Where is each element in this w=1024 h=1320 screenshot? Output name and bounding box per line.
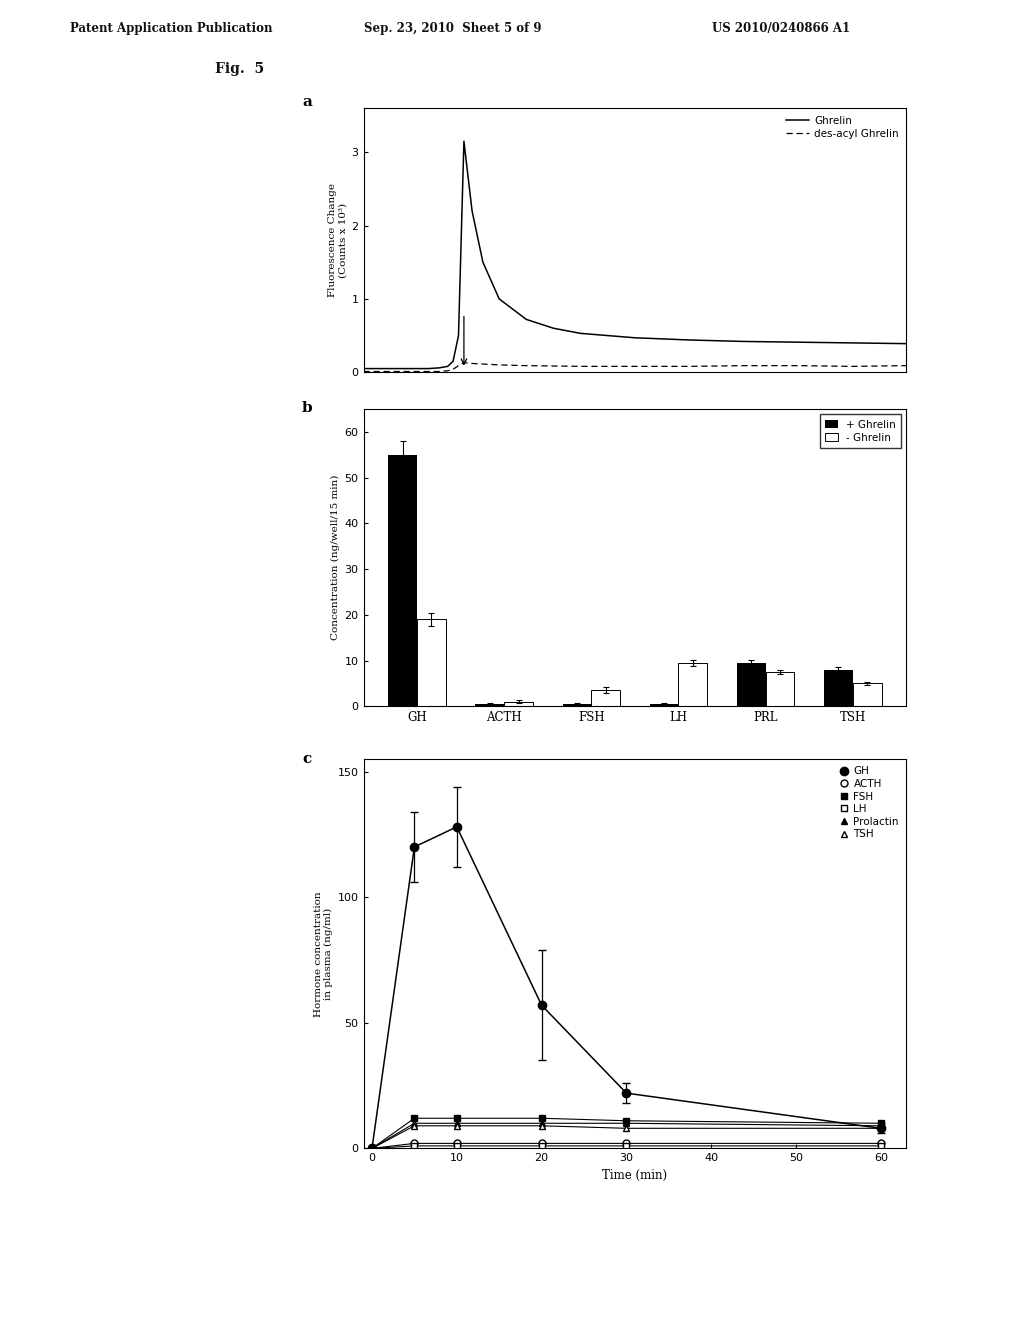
TSH bbox=[536, 1118, 548, 1134]
Text: US 2010/0240866 A1: US 2010/0240866 A1 bbox=[712, 22, 850, 36]
Line: Prolactin: Prolactin bbox=[369, 1119, 885, 1152]
Prolactin bbox=[451, 1115, 463, 1131]
Text: Sep. 23, 2010  Sheet 5 of 9: Sep. 23, 2010 Sheet 5 of 9 bbox=[364, 22, 541, 36]
LH bbox=[366, 1140, 378, 1156]
Y-axis label: Concentration (ng/well/15 min): Concentration (ng/well/15 min) bbox=[331, 475, 340, 640]
TSH bbox=[874, 1121, 887, 1137]
Bar bbox=[562, 704, 591, 706]
TSH bbox=[451, 1118, 463, 1134]
FSH bbox=[409, 1110, 421, 1126]
LH bbox=[536, 1138, 548, 1154]
FSH bbox=[621, 1113, 633, 1129]
FSH bbox=[874, 1115, 887, 1131]
Prolactin bbox=[409, 1115, 421, 1131]
X-axis label: Time (min): Time (min) bbox=[602, 1168, 668, 1181]
Line: FSH: FSH bbox=[369, 1115, 885, 1152]
Prolactin bbox=[874, 1118, 887, 1134]
ACTH bbox=[874, 1135, 887, 1151]
ACTH bbox=[536, 1135, 548, 1151]
FSH bbox=[536, 1110, 548, 1126]
Text: Fig.  5: Fig. 5 bbox=[215, 62, 264, 75]
Text: c: c bbox=[302, 752, 311, 766]
FSH bbox=[451, 1110, 463, 1126]
Y-axis label: Hormone concentration
in plasma (ng/ml): Hormone concentration in plasma (ng/ml) bbox=[314, 891, 334, 1016]
Legend: + Ghrelin, - Ghrelin: + Ghrelin, - Ghrelin bbox=[820, 414, 901, 447]
Bar bbox=[766, 672, 795, 706]
Text: Patent Application Publication: Patent Application Publication bbox=[70, 22, 272, 36]
Bar bbox=[737, 663, 766, 706]
Y-axis label: Fluorescence Change
(Counts x 10³): Fluorescence Change (Counts x 10³) bbox=[328, 183, 347, 297]
Legend: GH, ACTH, FSH, LH, Prolactin, TSH: GH, ACTH, FSH, LH, Prolactin, TSH bbox=[837, 764, 901, 841]
Bar bbox=[853, 684, 882, 706]
Text: b: b bbox=[302, 401, 312, 414]
Line: LH: LH bbox=[369, 1142, 885, 1152]
LH bbox=[451, 1138, 463, 1154]
Bar bbox=[649, 704, 679, 706]
LH bbox=[874, 1138, 887, 1154]
TSH bbox=[366, 1140, 378, 1156]
Prolactin bbox=[536, 1115, 548, 1131]
Bar bbox=[417, 619, 445, 706]
LH bbox=[409, 1138, 421, 1154]
Bar bbox=[824, 669, 853, 706]
ACTH bbox=[621, 1135, 633, 1151]
Bar bbox=[591, 690, 621, 706]
Line: TSH: TSH bbox=[369, 1122, 885, 1152]
ACTH bbox=[451, 1135, 463, 1151]
ACTH bbox=[366, 1140, 378, 1156]
Bar bbox=[679, 663, 708, 706]
LH bbox=[621, 1138, 633, 1154]
Legend: Ghrelin, des-acyl Ghrelin: Ghrelin, des-acyl Ghrelin bbox=[784, 114, 901, 141]
Prolactin bbox=[366, 1140, 378, 1156]
FSH bbox=[366, 1140, 378, 1156]
Text: a: a bbox=[302, 95, 312, 108]
Bar bbox=[475, 704, 504, 706]
Bar bbox=[504, 702, 532, 706]
TSH bbox=[621, 1121, 633, 1137]
TSH bbox=[409, 1118, 421, 1134]
Line: ACTH: ACTH bbox=[369, 1140, 885, 1152]
Bar bbox=[388, 455, 417, 706]
Prolactin bbox=[621, 1115, 633, 1131]
ACTH bbox=[409, 1135, 421, 1151]
